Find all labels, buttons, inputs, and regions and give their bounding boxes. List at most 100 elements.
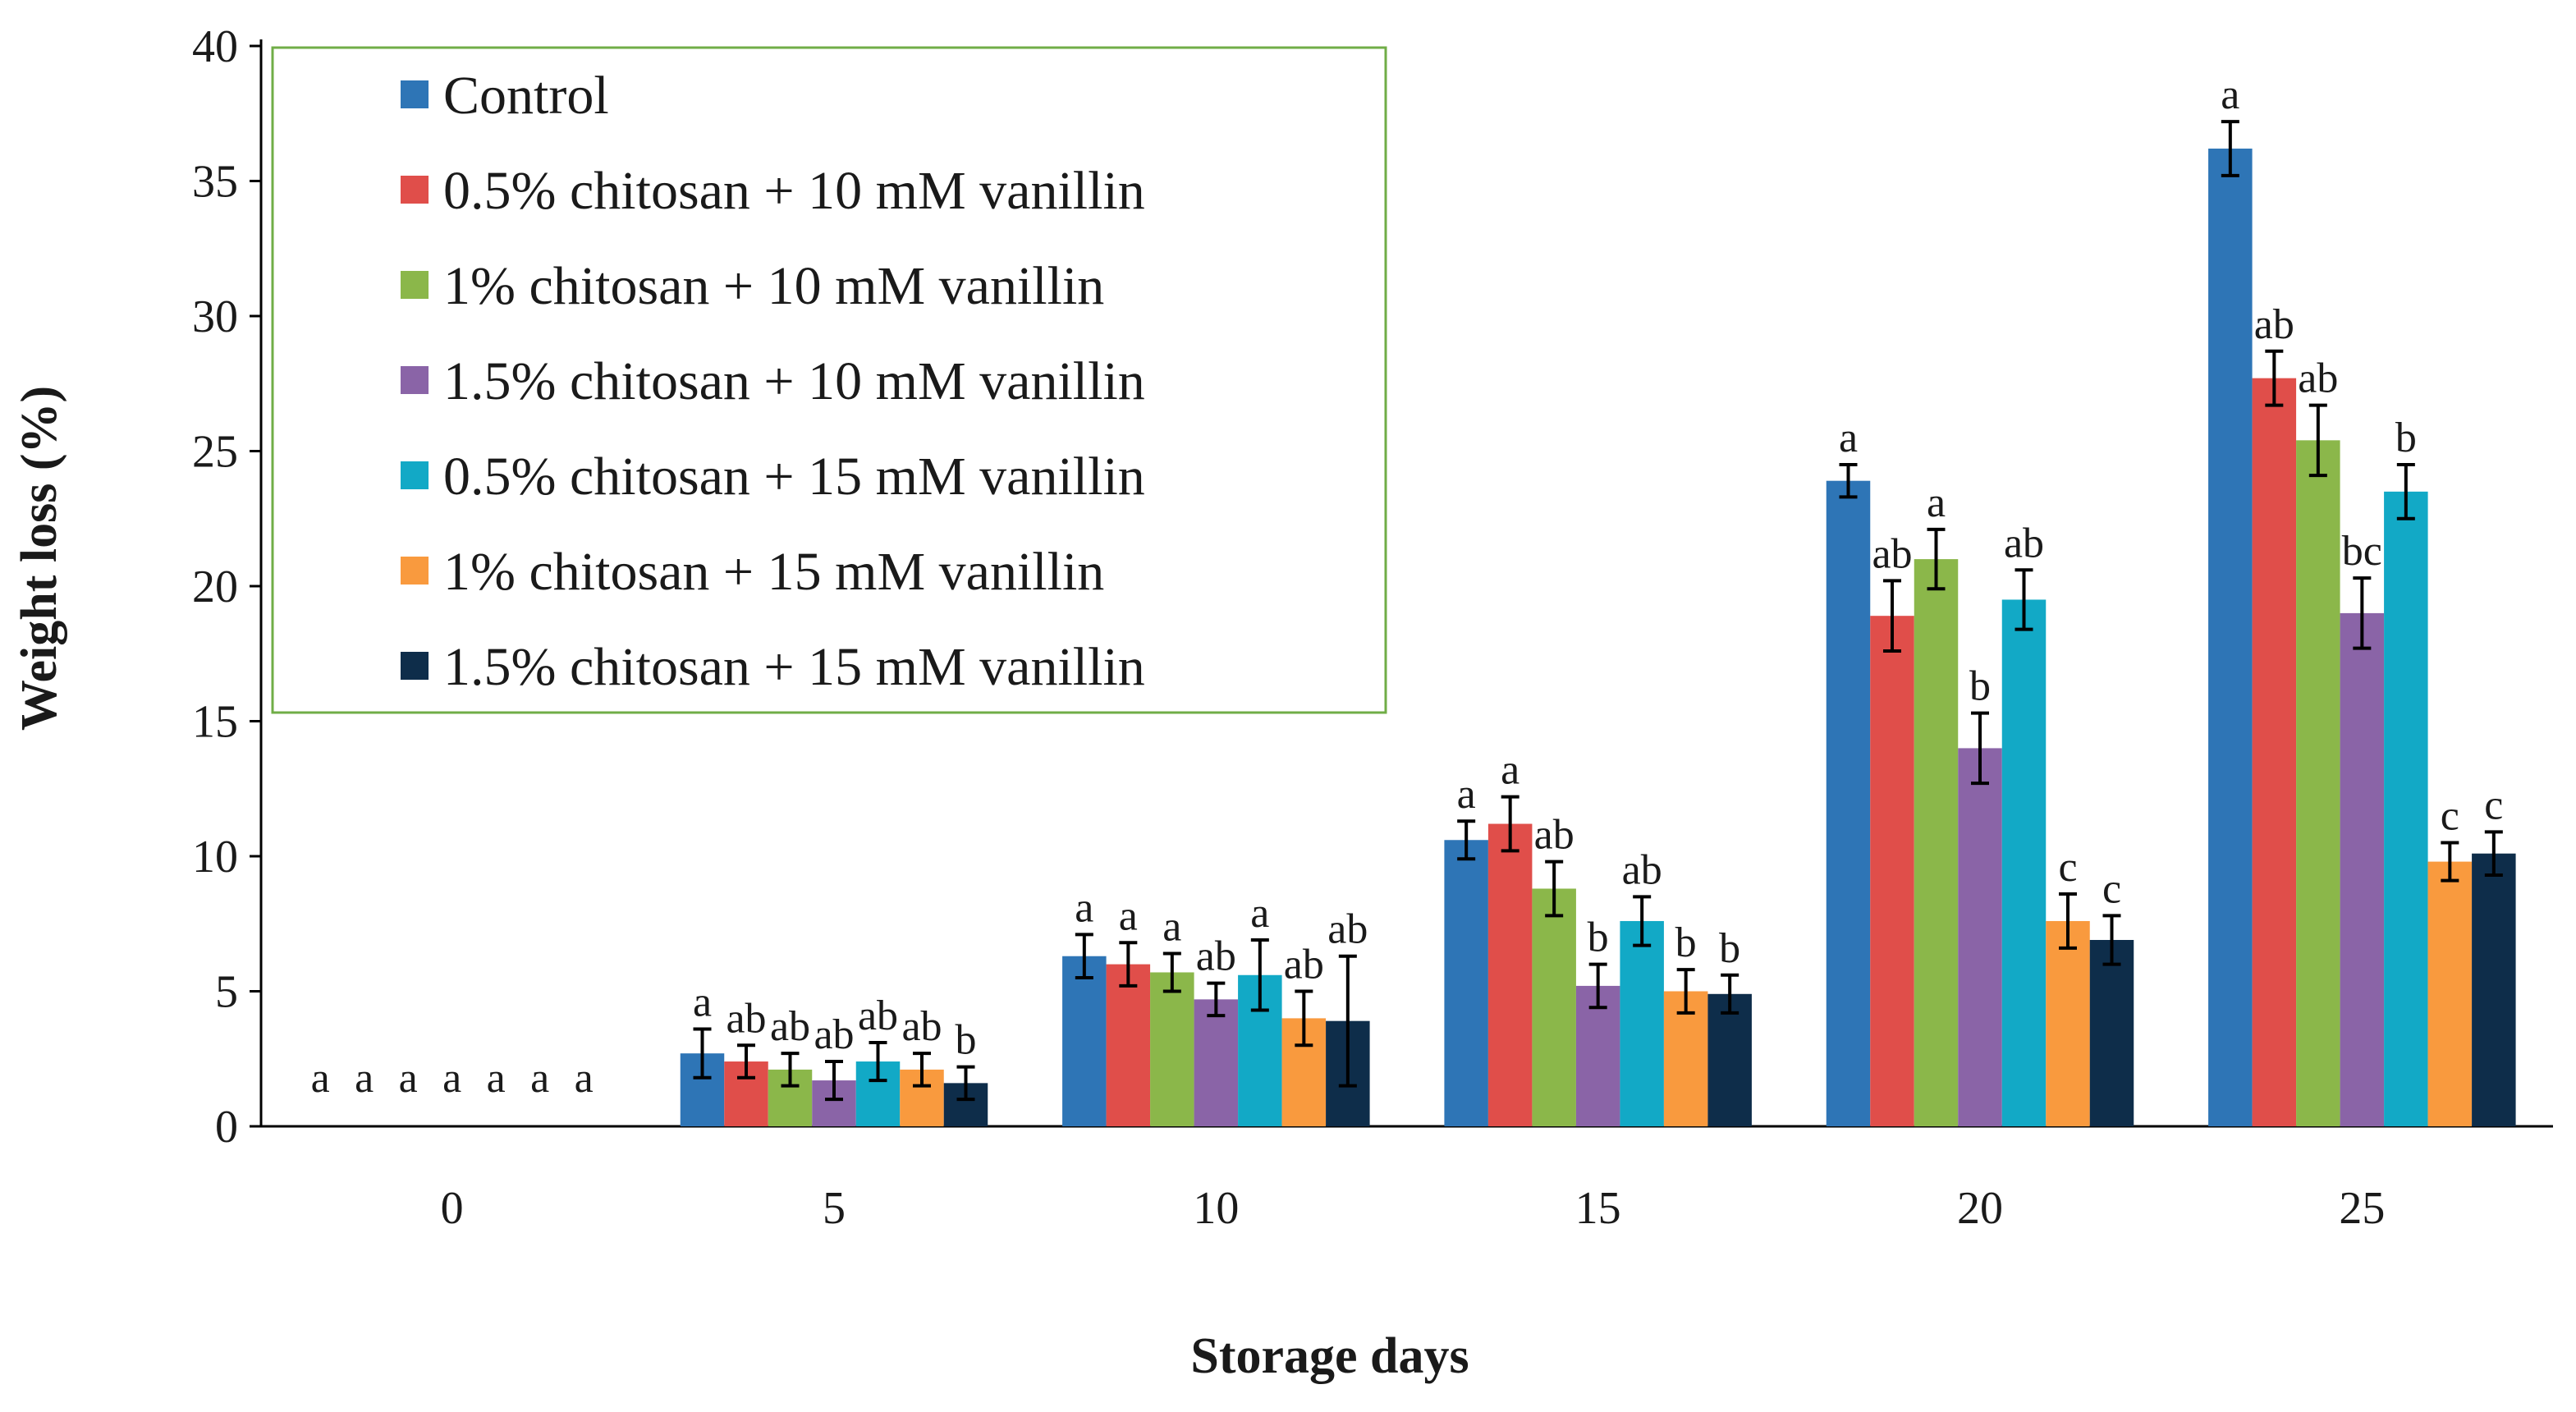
legend-label: 0.5% chitosan + 10 mM vanillin bbox=[443, 161, 1145, 221]
significance-letter: ab bbox=[770, 1003, 810, 1050]
bar bbox=[1958, 748, 2002, 1126]
legend-label: 1% chitosan + 10 mM vanillin bbox=[443, 256, 1104, 316]
significance-letter: a bbox=[311, 1055, 330, 1102]
significance-letter: ab bbox=[2298, 355, 2338, 402]
legend-label: 1% chitosan + 15 mM vanillin bbox=[443, 542, 1104, 602]
legend-box bbox=[271, 46, 1387, 714]
significance-letter: ab bbox=[2254, 301, 2294, 348]
bar bbox=[1150, 972, 1194, 1126]
bar bbox=[1487, 823, 1533, 1126]
x-axis-title: Storage days bbox=[1190, 1328, 1469, 1384]
legend-swatch bbox=[401, 271, 429, 299]
y-tick-label: 10 bbox=[192, 832, 238, 882]
significance-letter: a bbox=[1250, 890, 1269, 937]
y-tick-label: 25 bbox=[192, 427, 238, 478]
x-tick-label: 5 bbox=[823, 1183, 846, 1234]
x-tick-label: 0 bbox=[441, 1183, 464, 1234]
significance-letter: b bbox=[1588, 915, 1609, 961]
x-tick-label: 15 bbox=[1575, 1183, 1621, 1234]
significance-letter: a bbox=[1162, 903, 1181, 950]
bar bbox=[2340, 612, 2385, 1126]
y-axis-title: Weight loss (%) bbox=[11, 386, 67, 731]
significance-letter: a bbox=[693, 979, 712, 1026]
bar bbox=[1826, 480, 1871, 1126]
significance-letter: a bbox=[355, 1055, 374, 1102]
bar bbox=[2472, 853, 2516, 1126]
significance-letter: ab bbox=[1622, 846, 1662, 893]
bar bbox=[2001, 599, 2047, 1126]
significance-letter: c bbox=[2441, 793, 2459, 840]
significance-letter: c bbox=[2058, 844, 2077, 891]
legend-swatch bbox=[401, 461, 429, 489]
significance-letter: a bbox=[1501, 747, 1519, 794]
bar bbox=[2384, 491, 2428, 1126]
significance-letter: a bbox=[487, 1055, 506, 1102]
y-tick-label: 30 bbox=[192, 291, 238, 342]
y-tick-label: 5 bbox=[215, 967, 238, 1018]
significance-letter: ab bbox=[726, 995, 766, 1042]
y-tick-label: 15 bbox=[192, 697, 238, 748]
error-bars bbox=[693, 120, 2503, 1102]
legend-swatch bbox=[401, 176, 429, 204]
bar bbox=[1575, 985, 1620, 1126]
legend-label: 0.5% chitosan + 15 mM vanillin bbox=[443, 447, 1145, 507]
bar bbox=[1707, 993, 1752, 1126]
bar bbox=[2089, 939, 2134, 1126]
significance-letter: ab bbox=[901, 1003, 942, 1050]
significance-letter: a bbox=[442, 1055, 461, 1102]
significance-letter: ab bbox=[2004, 520, 2044, 566]
legend-label: Control bbox=[443, 66, 609, 126]
bar bbox=[1914, 559, 1959, 1126]
legend-label: 1.5% chitosan + 15 mM vanillin bbox=[443, 637, 1145, 697]
significance-letter: a bbox=[399, 1055, 418, 1102]
significance-letter: ab bbox=[1872, 530, 1912, 577]
bar bbox=[1062, 956, 1107, 1126]
bar bbox=[2427, 861, 2473, 1126]
bar bbox=[1106, 964, 1151, 1126]
y-tick-label: 20 bbox=[192, 562, 238, 612]
significance-letter: b bbox=[956, 1017, 977, 1064]
significance-letter: ab bbox=[1327, 906, 1368, 953]
significance-letter: a bbox=[1927, 479, 1946, 526]
x-tick-label: 20 bbox=[1957, 1183, 2003, 1234]
legend-swatch bbox=[401, 652, 429, 680]
significance-letter: b bbox=[1969, 663, 1991, 710]
significance-letter: b bbox=[2395, 415, 2417, 461]
significance-letter: ab bbox=[1534, 812, 1574, 859]
legend-swatch bbox=[401, 80, 429, 108]
significance-letter: b bbox=[1675, 919, 1697, 966]
bar bbox=[1194, 999, 1239, 1126]
significance-letter: ab bbox=[814, 1011, 854, 1058]
bar bbox=[2208, 149, 2253, 1126]
y-tick-label: 40 bbox=[192, 21, 238, 72]
x-axis: 0 5 10 15 20 25 bbox=[261, 1125, 2553, 1234]
significance-letter: ab bbox=[1196, 933, 1236, 980]
significance-letter: ab bbox=[1284, 942, 1324, 988]
y-tick-label: 0 bbox=[215, 1102, 238, 1153]
significance-letter: a bbox=[2221, 71, 2239, 118]
legend-swatch bbox=[401, 557, 429, 585]
significance-letter: a bbox=[1839, 415, 1858, 461]
y-axis: 0 5 10 15 20 25 30 35 40 bbox=[192, 21, 263, 1153]
significance-letter: c bbox=[2102, 865, 2121, 912]
x-tick-label: 10 bbox=[1193, 1183, 1239, 1234]
bar bbox=[2296, 440, 2340, 1126]
bar bbox=[1620, 920, 1664, 1126]
significance-letter: a bbox=[530, 1055, 549, 1102]
significance-letter: a bbox=[1457, 771, 1476, 818]
legend-label: 1.5% chitosan + 10 mM vanillin bbox=[443, 351, 1145, 411]
significance-letter: a bbox=[1119, 892, 1138, 939]
legend-swatch bbox=[401, 366, 429, 394]
bar bbox=[1532, 888, 1576, 1126]
significance-letter: a bbox=[575, 1055, 594, 1102]
bar bbox=[1870, 616, 1914, 1126]
significance-letter: ab bbox=[858, 993, 898, 1039]
bars bbox=[680, 149, 2516, 1126]
significance-letter: bc bbox=[2342, 528, 2382, 575]
bar bbox=[2252, 378, 2297, 1126]
y-tick-label: 35 bbox=[192, 157, 238, 208]
legend: Control 0.5% chitosan + 10 mM vanillin 1% … bbox=[271, 46, 1387, 714]
significance-letter: a bbox=[1075, 884, 1093, 931]
